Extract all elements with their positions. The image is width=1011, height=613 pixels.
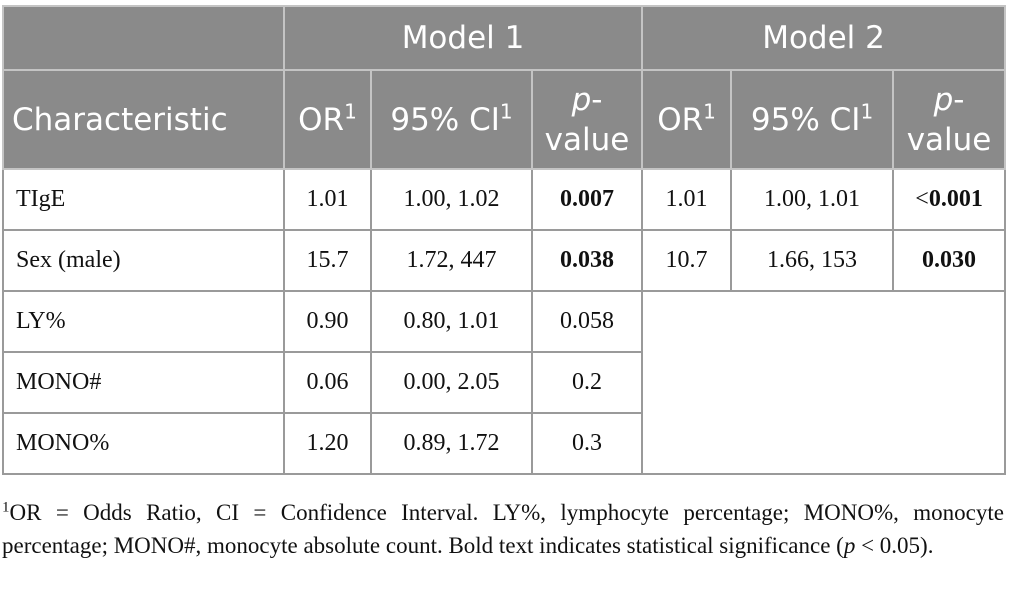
cell-prefix: < bbox=[915, 186, 929, 212]
table-cell: 0.038 bbox=[530, 229, 644, 292]
column-header: OR1 bbox=[641, 69, 733, 170]
table-cell: 0.2 bbox=[530, 351, 644, 414]
column-header-text: 95% CI bbox=[750, 101, 861, 138]
cell-text: 0.058 bbox=[560, 308, 615, 334]
table-body: TIgE 1.01 1.00, 1.02 0.007 1.01 1.00, 1.01 <0.… bbox=[2, 168, 1007, 475]
cell-text: 0.001 bbox=[928, 186, 983, 212]
blank-cell bbox=[641, 290, 1007, 475]
column-header-text: OR bbox=[298, 101, 345, 138]
cell-text: 0.90 bbox=[306, 308, 349, 334]
table-row: LY% 0.90 0.80, 1.01 0.058 bbox=[2, 290, 1007, 475]
table-cell: MONO# bbox=[2, 351, 285, 414]
column-header-sup: 1 bbox=[703, 99, 716, 124]
cell-text: 0.3 bbox=[572, 430, 603, 456]
column-header: 95% CI1 bbox=[730, 69, 895, 170]
column-header-row: Characteristic OR1 95% CI1 p-value OR1 95% CI… bbox=[2, 69, 1007, 170]
table-cell: 10.7 bbox=[641, 229, 733, 292]
group-header: Model 1 bbox=[282, 5, 644, 71]
column-header-text: Characteristic bbox=[12, 101, 228, 138]
table-cell: 1.01 bbox=[283, 168, 372, 231]
table-cell: 1.66, 153 bbox=[730, 229, 895, 292]
cell-text: MONO% bbox=[16, 430, 110, 456]
table-cell: MONO% bbox=[2, 412, 285, 475]
table-cell: 0.90 bbox=[283, 290, 372, 353]
column-header-sup: 1 bbox=[499, 99, 513, 124]
table-cell: 1.00, 1.01 bbox=[730, 168, 895, 231]
table-cell: 15.7 bbox=[283, 229, 372, 292]
table-row: TIgE 1.01 1.00, 1.02 0.007 1.01 1.00, 1.01 <0.… bbox=[2, 168, 1007, 231]
footnote-text: OR = Odds Ratio, CI = Confidence Interva… bbox=[2, 500, 1004, 558]
table-cell: 0.80, 1.01 bbox=[370, 290, 533, 353]
table-cell: <0.001 bbox=[892, 168, 1007, 231]
cell-text: 15.7 bbox=[306, 247, 349, 273]
footnote-marker: 1 bbox=[2, 499, 10, 516]
column-header-text: -value bbox=[906, 81, 992, 158]
cell-text: TIgE bbox=[16, 186, 66, 212]
table-cell: 1.20 bbox=[283, 412, 372, 475]
cell-text: 1.00, 1.02 bbox=[403, 186, 500, 212]
footnote-end: < 0.05). bbox=[855, 533, 934, 558]
column-header-sup: 1 bbox=[344, 99, 357, 124]
cell-text: 1.20 bbox=[306, 430, 349, 456]
group-header-row: Model 1 Model 2 bbox=[2, 5, 1007, 71]
cell-text: 1.72, 447 bbox=[406, 247, 497, 273]
column-header-text: OR bbox=[657, 101, 704, 138]
table-cell: 0.06 bbox=[283, 351, 372, 414]
cell-text: 10.7 bbox=[665, 247, 708, 273]
column-header: p-value bbox=[892, 69, 1007, 170]
table-row: Sex (male) 15.7 1.72, 447 0.038 10.7 1.66, 15… bbox=[2, 229, 1007, 292]
table-cell: TIgE bbox=[2, 168, 285, 231]
cell-text: 1.01 bbox=[306, 186, 349, 212]
results-table: Model 1 Model 2 Characteristic OR1 95% CI1 p-… bbox=[2, 5, 1007, 475]
column-header-text: -value bbox=[544, 81, 630, 158]
cell-text: MONO# bbox=[16, 369, 102, 395]
table-cell: 0.00, 2.05 bbox=[370, 351, 533, 414]
group-header: Model 2 bbox=[641, 5, 1007, 71]
cell-text: 0.80, 1.01 bbox=[403, 308, 500, 334]
footnote: 1OR = Odds Ratio, CI = Confidence Interv… bbox=[2, 496, 1004, 562]
cell-text: 0.007 bbox=[560, 186, 615, 212]
cell-text: 0.00, 2.05 bbox=[403, 369, 500, 395]
cell-text: 0.038 bbox=[560, 247, 615, 273]
cell-text: 0.2 bbox=[572, 369, 603, 395]
column-header-text: 95% CI bbox=[390, 101, 500, 138]
table-row: MONO# 0.06 0.00, 2.05 0.2 bbox=[2, 351, 1005, 414]
cell-text: Sex (male) bbox=[16, 247, 121, 273]
column-header: p-value bbox=[530, 69, 644, 170]
column-header: OR1 bbox=[283, 69, 372, 170]
table-cell: 0.058 bbox=[530, 290, 644, 353]
column-header-sup: 1 bbox=[860, 99, 874, 124]
table-cell: 0.030 bbox=[892, 229, 1007, 292]
table-cell: Sex (male) bbox=[2, 229, 285, 292]
table-cell: 1.00, 1.02 bbox=[370, 168, 533, 231]
table-head: Model 1 Model 2 Characteristic OR1 95% CI1 p-… bbox=[2, 5, 1007, 170]
cell-text: LY% bbox=[16, 308, 66, 334]
column-header-italic: p bbox=[571, 81, 592, 118]
header-cell bbox=[2, 5, 285, 71]
table-cell: 1.72, 447 bbox=[370, 229, 533, 292]
footnote-italic: p bbox=[843, 533, 856, 558]
column-header: Characteristic bbox=[2, 69, 285, 170]
table-cell: 0.007 bbox=[530, 168, 644, 231]
cell-text: 1.01 bbox=[665, 186, 708, 212]
table-cell: 0.3 bbox=[530, 412, 644, 475]
cell-text: 1.66, 153 bbox=[767, 247, 858, 273]
column-header: 95% CI1 bbox=[370, 69, 533, 170]
table-cell: 1.01 bbox=[641, 168, 733, 231]
table-cell: 0.89, 1.72 bbox=[370, 412, 533, 475]
cell-text: 0.030 bbox=[922, 247, 977, 273]
cell-text: 1.00, 1.01 bbox=[764, 186, 861, 212]
table-cell: LY% bbox=[2, 290, 285, 353]
cell-text: 0.06 bbox=[306, 369, 349, 395]
column-header-italic: p bbox=[933, 81, 954, 118]
cell-text: 0.89, 1.72 bbox=[403, 430, 500, 456]
table-row: MONO% 1.20 0.89, 1.72 0.3 bbox=[2, 412, 1005, 475]
